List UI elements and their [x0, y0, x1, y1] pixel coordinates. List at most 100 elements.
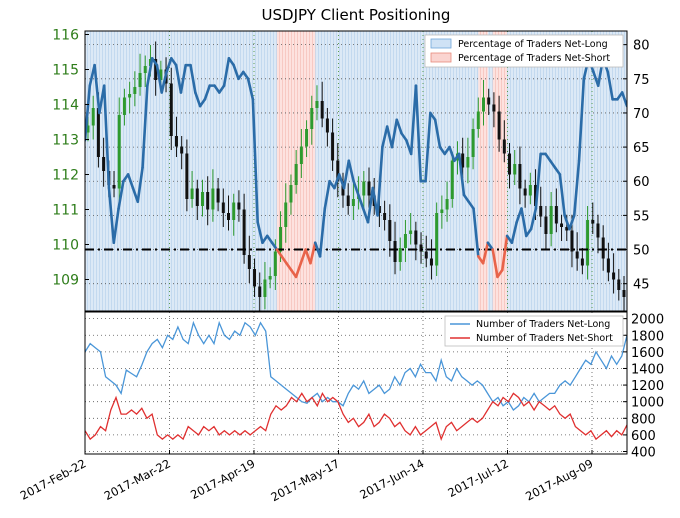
candle-body — [200, 192, 204, 206]
net-long-line-segment — [409, 84, 418, 156]
net-long-line-segment — [117, 179, 125, 210]
candle-body — [560, 223, 564, 227]
net-long-line-segment — [429, 111, 437, 122]
net-long-area — [104, 31, 110, 311]
net-long-line-segment — [366, 186, 375, 224]
candle-body — [96, 108, 100, 157]
candle-body — [112, 185, 116, 189]
candle-body — [606, 258, 610, 273]
right-tick-label: 800 — [631, 412, 656, 427]
net-long-line-segment — [620, 91, 627, 108]
right-tick-label: 80 — [633, 39, 650, 54]
candle-body — [596, 223, 600, 238]
candle-body — [268, 276, 272, 280]
number-net-long-line — [85, 320, 627, 411]
net-long-line-segment — [241, 70, 250, 81]
candle-body — [409, 230, 413, 234]
net-long-area — [243, 31, 249, 311]
net-long-area — [224, 31, 230, 311]
candle-body — [351, 199, 355, 206]
net-long-area — [214, 31, 220, 311]
net-long-line-segment — [227, 57, 235, 67]
net-long-area — [411, 31, 417, 311]
net-short-line-segment — [275, 248, 283, 258]
net-long-area — [358, 31, 364, 311]
net-long-area — [190, 31, 196, 311]
net-long-area — [128, 31, 134, 311]
net-long-area — [598, 31, 604, 311]
net-long-line-segment — [390, 118, 399, 149]
net-long-line-segment — [529, 207, 538, 231]
net-long-line-segment — [544, 152, 552, 163]
net-long-area — [372, 31, 379, 311]
candle-body — [362, 181, 366, 196]
net-long-line-segment — [112, 207, 120, 245]
candle-body — [232, 202, 236, 220]
net-long-line-segment — [381, 125, 389, 149]
net-long-line-segment — [395, 118, 403, 135]
net-long-line-segment — [467, 200, 475, 210]
left-tick-label: 113 — [52, 133, 79, 149]
net-long-area — [564, 31, 570, 311]
price-panel-frame — [84, 30, 628, 312]
candle-body — [169, 83, 173, 136]
net-long-area — [612, 31, 618, 311]
candle-body — [617, 279, 621, 290]
net-long-area — [180, 31, 187, 311]
net-long-area — [200, 31, 206, 311]
candle-body — [497, 111, 501, 140]
net-short-line-segment — [491, 248, 499, 279]
x-tick-label: 2017-May-17 — [268, 456, 341, 504]
net-long-line-segment — [155, 63, 164, 94]
net-long-line-segment — [462, 193, 471, 204]
net-short-line-segment — [294, 261, 303, 279]
net-long-area — [579, 31, 585, 311]
net-long-line-segment — [534, 152, 542, 210]
candle-body — [284, 202, 288, 227]
net-long-area — [152, 31, 158, 311]
right-tick-label: 60 — [633, 175, 650, 190]
net-long-area — [391, 31, 398, 311]
net-short-line-segment — [481, 241, 490, 265]
candle-body — [565, 227, 569, 231]
net-long-area — [559, 31, 566, 311]
right-tick-label: 65 — [633, 141, 650, 156]
candle-body — [320, 101, 324, 119]
candle-body — [247, 255, 251, 269]
bottom-legend: Number of Traders Net-Long Number of Tra… — [444, 315, 624, 347]
left-tick-label: 109 — [52, 273, 79, 289]
net-long-line-segment — [189, 63, 197, 94]
net-long-line-segment — [198, 97, 207, 108]
net-long-area — [396, 31, 403, 311]
net-long-area — [89, 31, 96, 311]
net-long-area — [185, 31, 192, 311]
net-long-line-segment — [414, 84, 423, 183]
candle-body — [206, 192, 210, 210]
candle-body — [570, 230, 574, 252]
net-long-line-segment — [558, 173, 566, 217]
net-long-area — [113, 31, 120, 311]
candle-body — [601, 237, 605, 259]
net-long-area — [593, 31, 599, 311]
right-tick-label: 1600 — [631, 346, 664, 361]
candle-body — [591, 220, 595, 224]
right-tick-label: 45 — [633, 278, 650, 293]
net-long-line-segment — [457, 152, 466, 197]
net-long-line-segment — [577, 77, 586, 163]
net-long-line-segment — [194, 91, 202, 108]
candle-body — [487, 97, 491, 105]
net-long-area — [233, 31, 239, 311]
right-tick-label: 1800 — [631, 329, 664, 344]
net-long-line-segment — [472, 207, 480, 258]
candle-body — [414, 230, 418, 245]
net-long-line-segment — [265, 234, 274, 245]
legend-label-net-short: Percentage of Traders Net-Short — [458, 53, 610, 64]
right-tick-label: 1000 — [631, 396, 664, 411]
candle-body — [102, 157, 106, 171]
net-long-area — [382, 31, 388, 311]
net-long-area — [272, 31, 278, 311]
candle-body — [195, 188, 199, 206]
net-long-line-segment — [179, 63, 188, 94]
net-long-area — [430, 31, 436, 311]
